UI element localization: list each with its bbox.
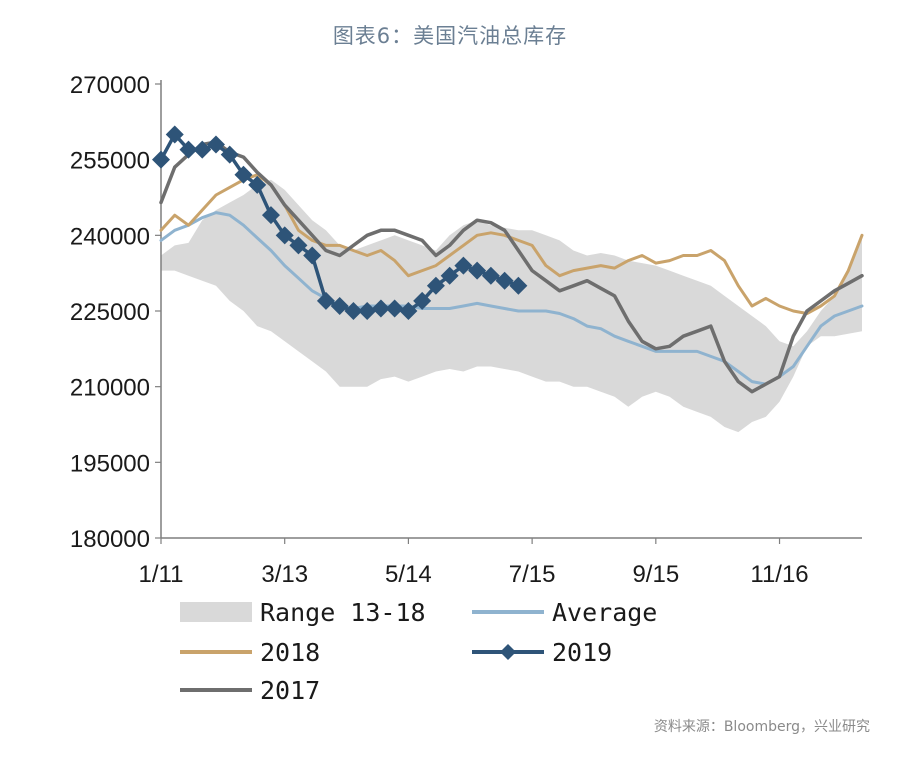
series-2019-point — [165, 125, 184, 144]
series-2019-point — [275, 226, 294, 245]
series-2019-point — [468, 261, 487, 280]
y-tick-label: 225000 — [70, 299, 150, 326]
series-2019-point — [371, 299, 390, 318]
x-tick-label: 1/11 — [139, 561, 184, 588]
series-2017-line — [159, 140, 864, 394]
series-2019-point — [248, 175, 267, 194]
series-2019-point — [358, 302, 377, 320]
y-tick-label: 180000 — [70, 526, 150, 553]
series-2019-point — [206, 135, 225, 154]
series-2019-point — [330, 296, 349, 315]
series-2019-point — [344, 302, 363, 320]
series-2019-point — [399, 302, 418, 320]
legend-swatch-range — [180, 602, 252, 622]
legend-label-y2019: 2019 — [552, 638, 612, 667]
series-2019-point — [495, 271, 514, 290]
chart-title: 图表6：美国汽油总库存 — [332, 24, 568, 48]
x-tick-label: 3/13 — [261, 561, 308, 588]
legend-label-range: Range 13-18 — [260, 598, 426, 627]
x-tick-label: 11/16 — [750, 561, 808, 588]
series-2019-point — [289, 236, 308, 255]
legend-label-y2017: 2017 — [260, 676, 320, 705]
y-tick-label: 255000 — [70, 148, 150, 175]
series-2019-point — [316, 291, 335, 310]
series-average-line — [159, 211, 864, 386]
series-2019-point — [179, 140, 198, 159]
range-band — [161, 179, 862, 433]
x-tick-label: 5/14 — [385, 561, 432, 588]
series-2019-point — [413, 291, 432, 310]
y-tick-label: 195000 — [70, 450, 150, 477]
legend-label-average: Average — [552, 598, 657, 627]
y-tick-label: 240000 — [70, 223, 150, 250]
legend: Range 13-18 Average 2018 2019 2017 — [180, 598, 657, 705]
x-tick-label: 7/15 — [509, 561, 556, 588]
series-2019-point — [220, 145, 239, 164]
series-2019-point — [426, 276, 445, 295]
x-tick-label: 9/15 — [632, 561, 679, 588]
legend-marker-y2019 — [500, 644, 516, 660]
series-2019-point — [234, 165, 253, 184]
legend-label-y2018: 2018 — [260, 638, 320, 667]
source-note: 资料来源：Bloomberg，兴业研究 — [653, 719, 870, 735]
series-2019-point — [385, 299, 404, 318]
series-2019-point — [261, 206, 280, 225]
series-2019-point — [303, 246, 322, 265]
series-2019-point — [152, 150, 170, 169]
y-tick-label: 210000 — [70, 375, 150, 402]
series-2019-point — [440, 266, 459, 285]
series-2019-point — [481, 266, 500, 285]
y-tick-label: 270000 — [70, 72, 150, 99]
series-2019-point — [193, 140, 212, 159]
series-2019-markers — [152, 125, 528, 320]
series-2019-point — [509, 276, 528, 295]
series-2019-point — [454, 256, 473, 275]
